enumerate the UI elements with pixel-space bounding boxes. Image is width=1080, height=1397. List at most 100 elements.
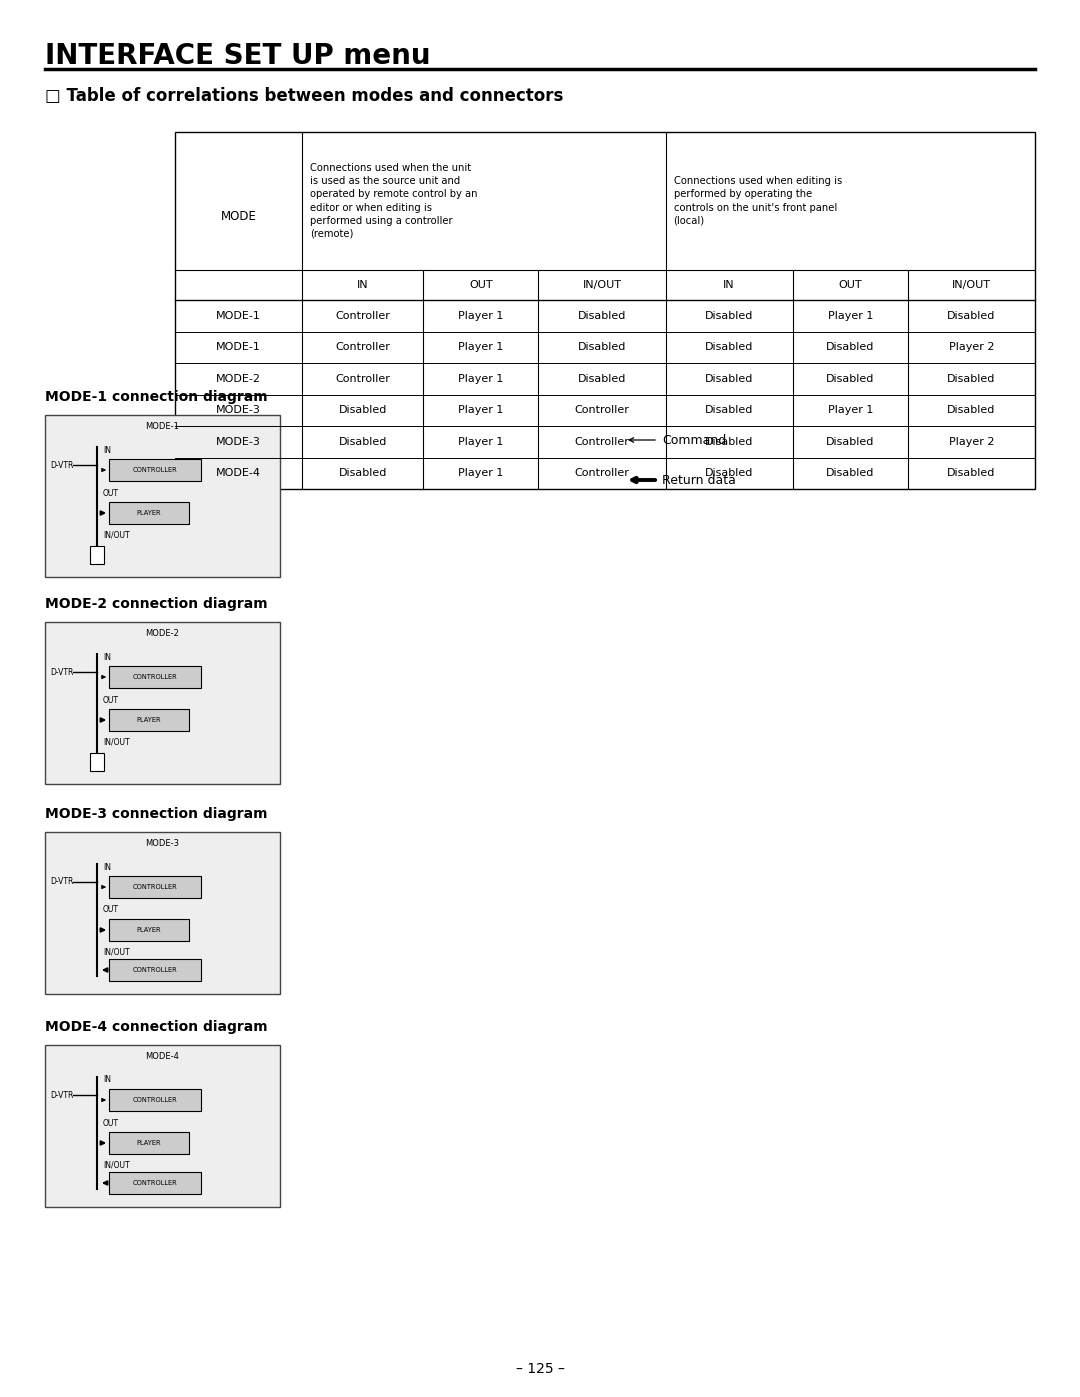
Bar: [109, 919, 189, 942]
Text: MODE-3: MODE-3: [216, 437, 261, 447]
Text: Disabled: Disabled: [826, 342, 875, 352]
Text: MODE-4: MODE-4: [216, 468, 261, 478]
Text: Player 1: Player 1: [458, 437, 503, 447]
Text: Disabled: Disabled: [705, 342, 754, 352]
Text: MODE-3 connection diagram: MODE-3 connection diagram: [45, 807, 268, 821]
Text: MODE-1: MODE-1: [216, 342, 261, 352]
Text: PLAYER: PLAYER: [137, 717, 161, 724]
Bar: [45, 833, 280, 995]
Text: Player 2: Player 2: [948, 437, 995, 447]
Text: Disabled: Disabled: [705, 405, 754, 415]
Text: IN: IN: [724, 279, 735, 291]
Text: D-VTR: D-VTR: [50, 461, 73, 469]
Text: Controller: Controller: [335, 342, 390, 352]
Text: MODE-2: MODE-2: [216, 374, 261, 384]
Text: MODE-1: MODE-1: [146, 422, 179, 432]
Bar: [90, 753, 104, 771]
Text: IN: IN: [356, 279, 368, 291]
Text: IN: IN: [103, 1076, 111, 1084]
Text: Disabled: Disabled: [947, 405, 996, 415]
Text: OUT: OUT: [103, 905, 119, 915]
Text: Disabled: Disabled: [705, 437, 754, 447]
Text: Command: Command: [662, 433, 726, 447]
Text: D-VTR: D-VTR: [50, 1091, 73, 1099]
Text: Disabled: Disabled: [947, 468, 996, 478]
Bar: [109, 958, 201, 981]
Bar: [45, 622, 280, 784]
Text: Controller: Controller: [335, 374, 390, 384]
Bar: [109, 460, 201, 481]
Text: CONTROLLER: CONTROLLER: [133, 967, 177, 972]
Text: CONTROLLER: CONTROLLER: [133, 1097, 177, 1104]
Text: CONTROLLER: CONTROLLER: [133, 1180, 177, 1186]
Bar: [109, 1132, 189, 1154]
Text: Player 1: Player 1: [458, 405, 503, 415]
Text: MODE: MODE: [220, 210, 257, 222]
Text: IN/OUT: IN/OUT: [951, 279, 991, 291]
Text: PLAYER: PLAYER: [137, 928, 161, 933]
Text: IN/OUT: IN/OUT: [582, 279, 621, 291]
Bar: [109, 666, 201, 687]
Text: Disabled: Disabled: [705, 374, 754, 384]
Text: MODE-4 connection diagram: MODE-4 connection diagram: [45, 1020, 268, 1034]
Text: Disabled: Disabled: [705, 468, 754, 478]
Text: Disabled: Disabled: [578, 374, 626, 384]
Text: INTERFACE SET UP menu: INTERFACE SET UP menu: [45, 42, 431, 70]
Text: PLAYER: PLAYER: [137, 1140, 161, 1146]
Text: IN: IN: [103, 862, 111, 872]
Text: Player 1: Player 1: [458, 468, 503, 478]
Text: MODE-3: MODE-3: [146, 840, 179, 848]
Text: Player 1: Player 1: [827, 405, 873, 415]
Text: MODE-1 connection diagram: MODE-1 connection diagram: [45, 390, 268, 404]
Text: CONTROLLER: CONTROLLER: [133, 673, 177, 680]
Text: Connections used when editing is
performed by operating the
controls on the unit: Connections used when editing is perform…: [674, 176, 841, 226]
Text: IN/OUT: IN/OUT: [103, 1161, 130, 1169]
Text: OUT: OUT: [469, 279, 492, 291]
Text: Player 1: Player 1: [827, 310, 873, 321]
Bar: [109, 502, 189, 524]
Text: Controller: Controller: [575, 468, 630, 478]
Text: OUT: OUT: [103, 1119, 119, 1127]
Bar: [175, 131, 1035, 489]
Text: Disabled: Disabled: [947, 374, 996, 384]
Text: IN/OUT: IN/OUT: [103, 947, 130, 957]
Text: Return data: Return data: [662, 474, 735, 486]
Text: MODE-4: MODE-4: [146, 1052, 179, 1060]
Text: IN/OUT: IN/OUT: [103, 531, 130, 539]
Text: OUT: OUT: [103, 696, 119, 704]
Text: Player 2: Player 2: [948, 342, 995, 352]
Text: MODE-2: MODE-2: [146, 629, 179, 638]
Bar: [45, 415, 280, 577]
Bar: [109, 710, 189, 731]
Bar: [109, 1090, 201, 1111]
Text: Player 1: Player 1: [458, 310, 503, 321]
Text: CONTROLLER: CONTROLLER: [133, 884, 177, 890]
Text: OUT: OUT: [103, 489, 119, 497]
Bar: [45, 1045, 280, 1207]
Text: Controller: Controller: [335, 310, 390, 321]
Text: – 125 –: – 125 –: [515, 1362, 565, 1376]
Text: Disabled: Disabled: [705, 310, 754, 321]
Text: CONTROLLER: CONTROLLER: [133, 467, 177, 474]
Text: Disabled: Disabled: [826, 468, 875, 478]
Text: Controller: Controller: [575, 405, 630, 415]
Text: Disabled: Disabled: [826, 437, 875, 447]
Text: MODE-3: MODE-3: [216, 405, 261, 415]
Text: D-VTR: D-VTR: [50, 668, 73, 676]
Text: MODE-1: MODE-1: [216, 310, 261, 321]
Text: Disabled: Disabled: [338, 437, 387, 447]
Text: Disabled: Disabled: [578, 310, 626, 321]
Text: Disabled: Disabled: [947, 310, 996, 321]
Text: Disabled: Disabled: [338, 468, 387, 478]
Text: Controller: Controller: [575, 437, 630, 447]
Bar: [90, 546, 104, 564]
Text: □ Table of correlations between modes and connectors: □ Table of correlations between modes an…: [45, 87, 564, 105]
Text: Player 1: Player 1: [458, 374, 503, 384]
Text: IN/OUT: IN/OUT: [103, 738, 130, 746]
Text: MODE-2 connection diagram: MODE-2 connection diagram: [45, 597, 268, 610]
Text: Disabled: Disabled: [826, 374, 875, 384]
Text: D-VTR: D-VTR: [50, 877, 73, 887]
Text: PLAYER: PLAYER: [137, 510, 161, 515]
Text: Disabled: Disabled: [578, 342, 626, 352]
Text: Connections used when the unit
is used as the source unit and
operated by remote: Connections used when the unit is used a…: [310, 163, 477, 239]
